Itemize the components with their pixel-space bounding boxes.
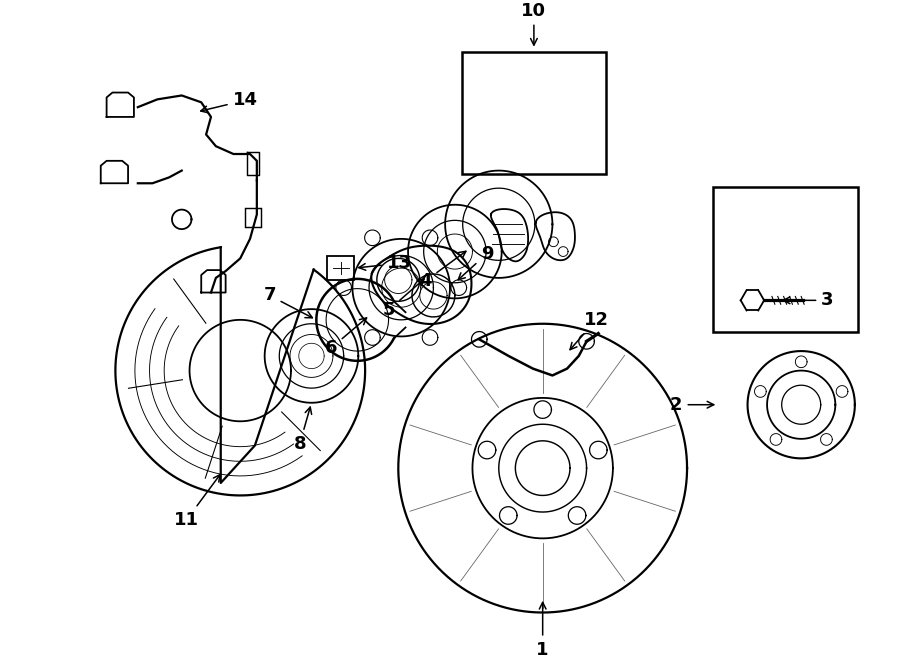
Text: 5: 5 bbox=[382, 279, 424, 319]
Text: 13: 13 bbox=[359, 254, 412, 272]
Text: 6: 6 bbox=[325, 318, 366, 357]
Text: 7: 7 bbox=[264, 286, 312, 318]
Text: 14: 14 bbox=[201, 91, 257, 112]
Text: 9: 9 bbox=[458, 245, 493, 280]
Text: 2: 2 bbox=[670, 396, 714, 414]
Text: 3: 3 bbox=[783, 292, 833, 309]
Text: 1: 1 bbox=[536, 602, 549, 658]
Text: 8: 8 bbox=[293, 407, 311, 453]
Text: 10: 10 bbox=[521, 1, 546, 45]
Text: 4: 4 bbox=[419, 251, 466, 290]
Text: 12: 12 bbox=[570, 311, 608, 350]
Bar bbox=[714, 187, 858, 332]
Bar bbox=[245, 208, 261, 227]
Text: 11: 11 bbox=[174, 475, 220, 529]
Bar bbox=[462, 52, 606, 173]
Bar bbox=[327, 256, 355, 280]
